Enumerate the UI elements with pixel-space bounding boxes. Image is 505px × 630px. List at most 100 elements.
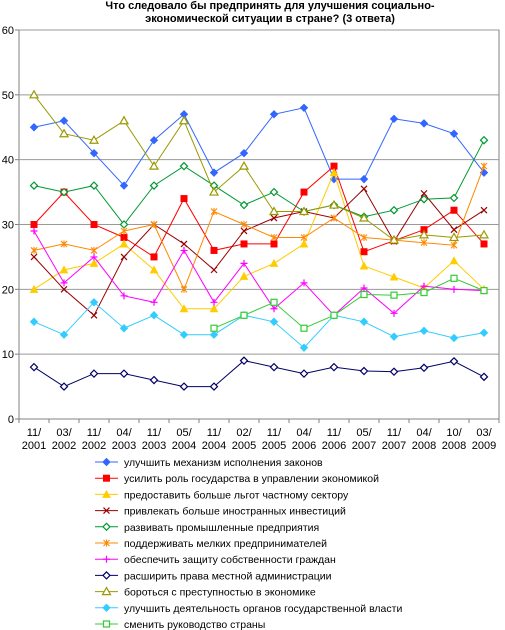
chart-title: Что следовало бы предпринять для улучшен… (40, 0, 500, 26)
data-point (60, 285, 68, 293)
data-point (149, 136, 159, 145)
data-point (448, 232, 460, 242)
data-point (149, 311, 159, 320)
data-point (240, 240, 248, 248)
data-point (300, 188, 308, 196)
data-point (119, 181, 129, 190)
data-point (103, 507, 110, 515)
data-point (90, 311, 98, 319)
x-tick-label: 11/2002 (82, 427, 106, 452)
data-point (59, 265, 69, 274)
series-3 (29, 168, 489, 313)
x-tick-label: 02/2005 (232, 427, 256, 452)
x-tick-label: 11/2007 (382, 427, 406, 452)
data-point (29, 284, 39, 293)
data-point (359, 174, 369, 184)
data-point (479, 372, 489, 382)
data-point (238, 160, 250, 170)
data-point (89, 298, 99, 307)
data-point (150, 298, 158, 306)
data-point (119, 324, 129, 333)
series-line (33, 165, 485, 258)
data-point (119, 239, 129, 248)
data-point (103, 539, 110, 547)
data-point (269, 258, 279, 267)
data-point (268, 206, 280, 216)
series-9 (28, 89, 490, 244)
data-point (29, 181, 39, 190)
x-tick-label: 04/2003 (112, 427, 136, 452)
data-point (209, 304, 219, 313)
x-tick-label: 04/2008 (412, 427, 436, 452)
data-point (269, 317, 279, 326)
data-point (299, 239, 309, 248)
data-point (102, 603, 111, 613)
chart-title-line-1: Что следовало бы предпринять для улучшен… (105, 0, 435, 12)
data-point (29, 317, 39, 326)
data-point (389, 367, 399, 377)
x-tick-label: 03/2002 (52, 427, 76, 452)
data-point (450, 241, 458, 249)
y-tick-label: 20 (2, 284, 14, 296)
x-tick-label: 11/2004 (202, 427, 226, 452)
data-point (60, 240, 68, 248)
data-point (449, 256, 459, 265)
data-point (239, 148, 249, 158)
data-point (299, 369, 309, 378)
legend-item: усилить роль государства в управлении эк… (95, 473, 379, 485)
series-5 (29, 135, 489, 229)
data-point (480, 240, 488, 248)
data-point (208, 186, 220, 196)
data-point (210, 246, 218, 254)
y-tick-label: 40 (2, 155, 14, 167)
data-point (103, 555, 110, 563)
data-point (150, 221, 158, 228)
legend-item: расширить права местной администрации (95, 570, 332, 582)
data-point (359, 261, 369, 270)
data-point (299, 103, 309, 113)
data-point (102, 522, 111, 532)
data-point (90, 246, 98, 254)
data-point (300, 233, 308, 241)
data-point (419, 119, 429, 128)
data-point (269, 187, 279, 197)
data-point (209, 330, 219, 339)
data-point (449, 129, 459, 138)
data-point (269, 362, 279, 372)
series-line (33, 230, 485, 317)
data-point (180, 195, 188, 203)
data-point (90, 221, 98, 228)
x-tick-label: 10/2008 (442, 427, 466, 452)
data-point (449, 356, 459, 366)
data-point (299, 343, 309, 352)
data-point (59, 116, 69, 125)
data-point (359, 366, 369, 376)
data-point (270, 298, 278, 306)
data-point (180, 285, 188, 293)
x-tick-label: 03/2009 (472, 427, 496, 452)
data-point (360, 185, 368, 193)
data-point (210, 324, 218, 332)
legend-item: бороться с преступностью в экономике (95, 586, 316, 599)
data-point (420, 239, 428, 247)
data-point (360, 290, 368, 299)
data-point (149, 375, 159, 385)
data-point (330, 311, 338, 319)
x-tick-label: 11/2005 (262, 427, 286, 452)
legend-label: улучшить механизм исполнения законов (124, 457, 323, 469)
data-point (270, 214, 278, 222)
data-point (30, 227, 38, 235)
data-point (59, 330, 69, 339)
data-point (389, 114, 399, 124)
data-point (178, 115, 190, 125)
legend-label: привлекать больше иностранных инвестиций (124, 506, 346, 518)
data-point (240, 311, 248, 319)
y-tick-label: 60 (2, 25, 14, 37)
data-point (330, 214, 338, 222)
data-point (300, 279, 308, 287)
data-point (420, 189, 428, 197)
data-point (59, 187, 69, 197)
legend-label: поддерживать мелких предпринимателей (124, 538, 327, 550)
data-point (390, 291, 398, 299)
data-point (360, 248, 368, 256)
